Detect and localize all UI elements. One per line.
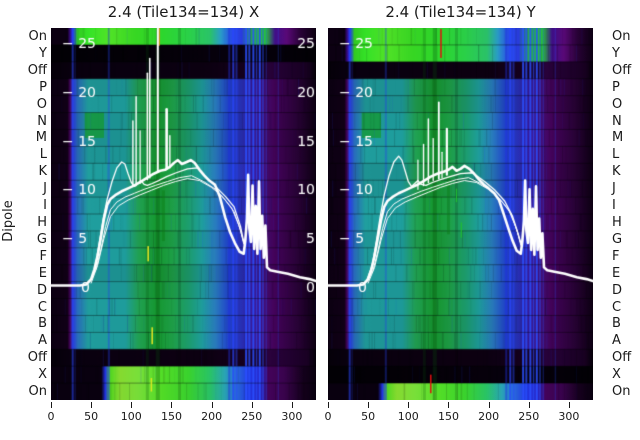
x-tick-label: 250 [241, 410, 263, 423]
dipole-tick-label-left: C [37, 299, 47, 315]
dipole-tick-label-right: J [612, 181, 616, 197]
x-tick-mark [368, 402, 370, 408]
dipole-tick-label-right: P [612, 79, 620, 95]
dipole-tick-label-left: N [37, 113, 47, 129]
dipole-tick-label-left: B [38, 316, 47, 332]
panel-x-title: 2.4 (Tile134=134) X [107, 3, 260, 21]
x-tick-mark [528, 402, 530, 408]
dipole-tick-label-right: K [612, 164, 621, 180]
dipole-tick-label-right: On [612, 384, 631, 400]
heatmap-panel-y-canvas [328, 28, 593, 400]
x-tick-label: 300 [281, 410, 303, 423]
dipole-tick-label-left: G [36, 231, 47, 247]
dipole-tick-label-right: M [612, 130, 624, 146]
x-tick-label: 0 [47, 410, 55, 423]
x-tick-label: 100 [397, 410, 419, 423]
dipole-tick-label-right: E [612, 265, 621, 281]
x-tick-mark [328, 402, 329, 408]
dipole-tick-label-left: L [39, 147, 47, 163]
x-tick-mark [131, 402, 133, 408]
x-tick-label: 50 [84, 410, 99, 423]
x-tick-mark [51, 402, 52, 408]
dipole-tick-label-left: Off [27, 350, 47, 366]
dipole-tick-label-left: I [43, 198, 47, 214]
x-tick-mark [568, 402, 570, 408]
x-tick-mark [291, 402, 293, 408]
dipole-tick-label-left: E [38, 265, 47, 281]
dipole-tick-label-right: X [612, 367, 621, 383]
dipole-tick-label-right: On [612, 29, 631, 44]
x-tick-mark [448, 402, 450, 408]
dipole-tick-label-right: I [612, 198, 616, 214]
dipole-tick-label-left: On [28, 29, 47, 44]
dipole-tick-label-left: J [43, 181, 47, 197]
dipole-tick-label-right: B [612, 316, 621, 332]
dipole-tick-label-right: Off [612, 350, 632, 366]
dipole-tick-label-left: X [38, 367, 47, 383]
x-tick-label: 250 [518, 410, 540, 423]
dipole-tick-label-right: D [612, 282, 623, 298]
dipole-tick-label-left: P [39, 79, 47, 95]
x-axis-panel-y: 0 50 100 150 200 250 300 [325, 400, 593, 430]
dipole-tick-label-right: O [612, 96, 623, 112]
x-tick-label: 200 [478, 410, 500, 423]
x-tick-label: 200 [201, 410, 223, 423]
dipole-tick-label-left: On [28, 384, 47, 400]
x-tick-mark [91, 402, 93, 408]
dipole-tick-label-left: F [39, 248, 47, 264]
x-tick-label: 50 [361, 410, 376, 423]
dipole-tick-label-left: Off [27, 62, 47, 78]
x-tick-label: 150 [160, 410, 182, 423]
x-axis-panel-x: 0 50 100 150 200 250 300 [48, 400, 316, 430]
dipole-tick-label-right: Y [612, 45, 620, 61]
dipole-tick-label-left: A [38, 333, 47, 349]
x-tick-label: 0 [324, 410, 332, 423]
dipole-tick-label-right: A [612, 333, 621, 349]
heatmap-panel-x-canvas [51, 28, 316, 400]
dipole-tick-label-right: Off [612, 62, 632, 78]
dipole-tick-label-left: Y [39, 45, 47, 61]
panel-y-title: 2.4 (Tile134=134) Y [385, 3, 536, 21]
dipole-tick-label-left: K [38, 164, 47, 180]
x-tick-label: 300 [558, 410, 580, 423]
dipole-tick-label-left: O [36, 96, 47, 112]
x-tick-mark [171, 402, 173, 408]
dipole-tick-label-left: D [36, 282, 47, 298]
x-tick-label: 150 [437, 410, 459, 423]
dipole-tick-label-right: N [612, 113, 622, 129]
dipole-tick-label-right: G [612, 231, 623, 247]
dipole-tick-label-left: H [37, 215, 47, 230]
x-tick-label: 100 [120, 410, 142, 423]
dipole-tick-label-right: L [612, 147, 620, 163]
dipole-tick-label-left: M [35, 130, 47, 146]
dipole-tick-label-right: C [612, 299, 622, 315]
dipole-tick-label-right: F [612, 248, 620, 264]
x-tick-mark [488, 402, 490, 408]
x-tick-mark [251, 402, 253, 408]
x-tick-mark [211, 402, 213, 408]
dipole-tick-label-right: H [612, 215, 622, 230]
x-tick-mark [408, 402, 410, 408]
